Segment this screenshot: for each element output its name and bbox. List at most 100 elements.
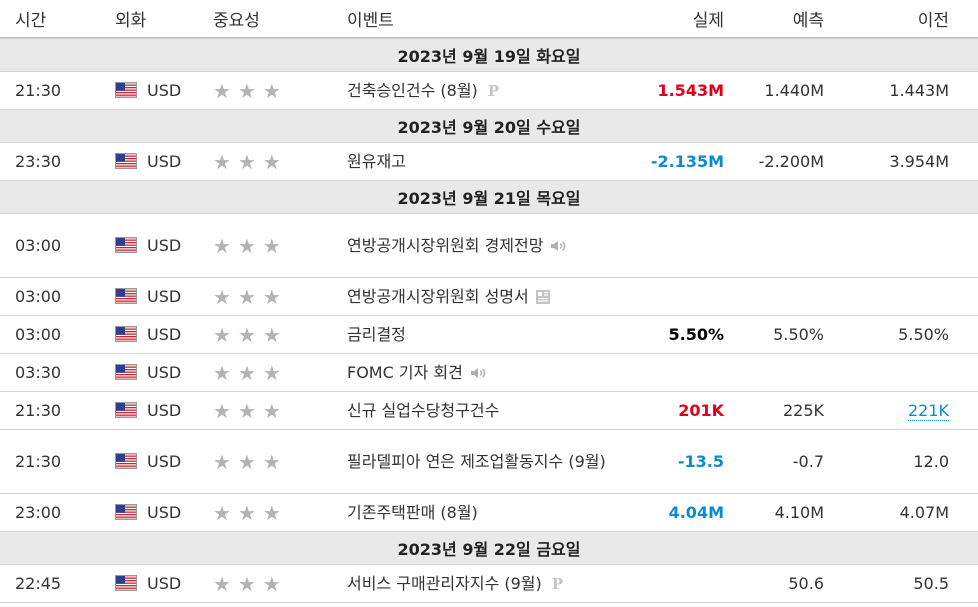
forecast-value: 50.6 <box>788 574 824 593</box>
event-cell: 연방공개시장위원회 경제전망 <box>342 213 618 278</box>
event-row[interactable]: 03:00 USD ★ ★ ★ 연방공개시장위원회 경제전망 <box>0 213 978 278</box>
row-spacer <box>949 429 978 494</box>
event-name[interactable]: 원유재고 <box>347 151 406 171</box>
header-time: 시간 <box>0 0 110 39</box>
actual-value-cell: -2.135M <box>618 142 724 181</box>
importance-star-icon: ★ <box>237 284 256 309</box>
forecast-value-cell <box>724 353 824 392</box>
date-label: 2023년 9월 20일 수요일 <box>0 109 978 143</box>
event-name[interactable]: 필라델피아 연은 제조업활동지수 (9월) <box>347 451 606 471</box>
importance-star-icon: ★ <box>237 322 256 347</box>
event-currency: USD <box>110 213 210 278</box>
currency-code: USD <box>147 401 182 420</box>
event-cell: 기존주택판매 (8월) <box>342 493 618 532</box>
event-name[interactable]: 서비스 구매관리자지수 (9월) <box>347 573 542 593</box>
event-currency: USD <box>110 315 210 354</box>
event-row[interactable]: 03:00 USD ★ ★ ★ 연방공개시장위원회 성명서 <box>0 277 978 316</box>
forecast-value: 225K <box>782 401 824 420</box>
date-row: 2023년 9월 22일 금요일 <box>0 531 978 565</box>
header-currency: 외화 <box>110 0 210 39</box>
actual-value: 1.543M <box>657 81 724 100</box>
forecast-value-cell: 4.10M <box>724 493 824 532</box>
row-spacer <box>949 353 978 392</box>
forecast-value-cell: 50.6 <box>724 564 824 603</box>
importance-rating: ★ ★ ★ <box>210 277 342 316</box>
forecast-value-cell: 1.440M <box>724 71 824 110</box>
row-spacer <box>949 213 978 278</box>
event-row[interactable]: 23:30 USD ★ ★ ★ 원유재고 -2.135M -2.200M 3.954… <box>0 142 978 181</box>
event-time: 21:30 <box>0 71 110 110</box>
event-row[interactable]: 23:00 USD ★ ★ ★ 기존주택판매 (8월) 4.04M 4.10M 4.… <box>0 493 978 532</box>
event-name[interactable]: 연방공개시장위원회 경제전망 <box>347 235 544 255</box>
actual-value-cell <box>618 213 724 278</box>
event-row[interactable]: 03:00 USD ★ ★ ★ 금리결정 5.50% 5.50% 5.50% <box>0 315 978 354</box>
forecast-value-cell: -0.7 <box>724 429 824 494</box>
actual-value: -2.135M <box>650 152 724 171</box>
event-cell: FOMC 기자 회견 <box>342 353 618 392</box>
event-name[interactable]: FOMC 기자 회견 <box>347 362 463 382</box>
us-flag-icon <box>115 402 137 418</box>
us-flag-icon <box>115 82 137 98</box>
event-name[interactable]: 건축승인건수 (8월) <box>347 80 478 100</box>
previous-value: 12.0 <box>913 452 949 471</box>
importance-star-icon: ★ <box>213 78 231 103</box>
event-row[interactable]: 22:45 USD ★ ★ ★ 서비스 구매관리자지수 (9월) P 50.6 50.… <box>0 564 978 603</box>
currency-code: USD <box>147 236 182 255</box>
event-currency: USD <box>110 564 210 603</box>
event-row[interactable]: 21:30 USD ★ ★ ★ 건축승인건수 (8월) P 1.543M 1.440M… <box>0 71 978 110</box>
us-flag-icon <box>115 288 137 304</box>
importance-star-icon: ★ <box>213 322 231 347</box>
event-row[interactable]: 03:30 USD ★ ★ ★ FOMC 기자 회견 <box>0 353 978 392</box>
previous-value-cell: 3.954M <box>824 142 949 181</box>
us-flag-icon <box>115 237 137 253</box>
event-time: 21:30 <box>0 429 110 494</box>
importance-rating: ★ ★ ★ <box>210 213 342 278</box>
event-currency: USD <box>110 142 210 181</box>
importance-star-icon: ★ <box>262 78 281 103</box>
event-cell: 필라델피아 연은 제조업활동지수 (9월) <box>342 429 618 494</box>
date-label: 2023년 9월 21일 목요일 <box>0 180 978 214</box>
event-time: 03:30 <box>0 353 110 392</box>
importance-star-icon: ★ <box>262 284 281 309</box>
importance-rating: ★ ★ ★ <box>210 142 342 181</box>
forecast-value-cell <box>724 277 824 316</box>
row-spacer <box>949 391 978 430</box>
importance-star-icon: ★ <box>262 360 281 385</box>
event-time: 03:00 <box>0 277 110 316</box>
date-label: 2023년 9월 22일 금요일 <box>0 531 978 565</box>
us-flag-icon <box>115 504 137 520</box>
importance-rating: ★ ★ ★ <box>210 429 342 494</box>
previous-value-cell: 12.0 <box>824 429 949 494</box>
event-name[interactable]: 연방공개시장위원회 성명서 <box>347 286 529 306</box>
event-name[interactable]: 금리결정 <box>347 324 406 344</box>
importance-star-icon: ★ <box>237 398 256 423</box>
row-spacer <box>949 277 978 316</box>
event-cell: 신규 실업수당청구건수 <box>342 391 618 430</box>
row-spacer <box>949 142 978 181</box>
currency-code: USD <box>147 81 182 100</box>
date-label: 2023년 9월 19일 화요일 <box>0 38 978 72</box>
importance-star-icon: ★ <box>213 149 231 174</box>
speaker-icon <box>551 240 566 251</box>
previous-value-cell: 4.07M <box>824 493 949 532</box>
us-flag-icon <box>115 153 137 169</box>
actual-value-cell <box>618 353 724 392</box>
actual-value: 5.50% <box>668 325 724 344</box>
event-row[interactable]: 21:30 USD ★ ★ ★ 필라델피아 연은 제조업활동지수 (9월) -13.… <box>0 429 978 494</box>
actual-value-cell: 201K <box>618 391 724 430</box>
actual-value: 4.04M <box>668 503 724 522</box>
event-name[interactable]: 기존주택판매 (8월) <box>347 502 478 522</box>
importance-star-icon: ★ <box>237 571 256 596</box>
importance-rating: ★ ★ ★ <box>210 391 342 430</box>
previous-revised-link[interactable]: 221K <box>907 401 949 421</box>
currency-code: USD <box>147 452 182 471</box>
event-currency: USD <box>110 353 210 392</box>
previous-value-cell: 1.443M <box>824 71 949 110</box>
actual-value-cell: -13.5 <box>618 429 724 494</box>
header-previous: 이전 <box>824 0 949 39</box>
event-name[interactable]: 신규 실업수당청구건수 <box>347 400 500 420</box>
event-row[interactable]: 21:30 USD ★ ★ ★ 신규 실업수당청구건수 201K 225K 221K <box>0 391 978 430</box>
importance-star-icon: ★ <box>213 500 231 525</box>
importance-star-icon: ★ <box>213 398 231 423</box>
currency-code: USD <box>147 363 182 382</box>
